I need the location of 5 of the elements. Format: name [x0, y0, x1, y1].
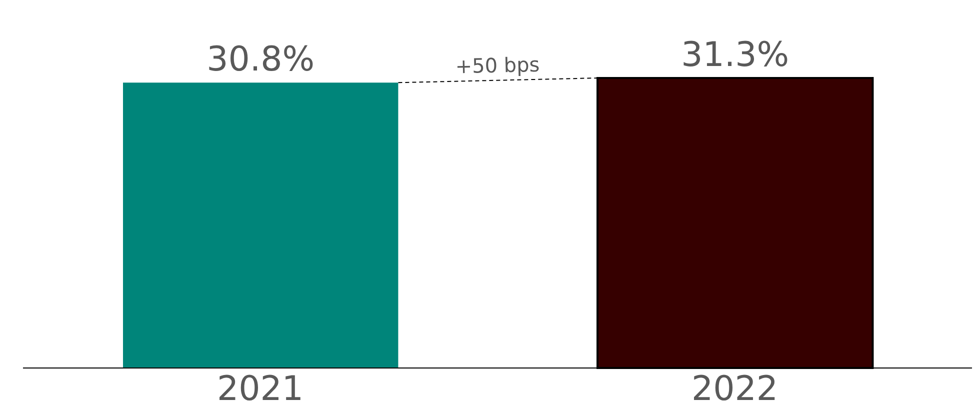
- data-label: 31.3%: [681, 35, 790, 75]
- data-label: 30.8%: [206, 40, 315, 80]
- x-tick-label: 2022: [691, 369, 778, 410]
- x-tick-label: 2021: [216, 369, 304, 410]
- annotation: +50 bps: [455, 52, 540, 78]
